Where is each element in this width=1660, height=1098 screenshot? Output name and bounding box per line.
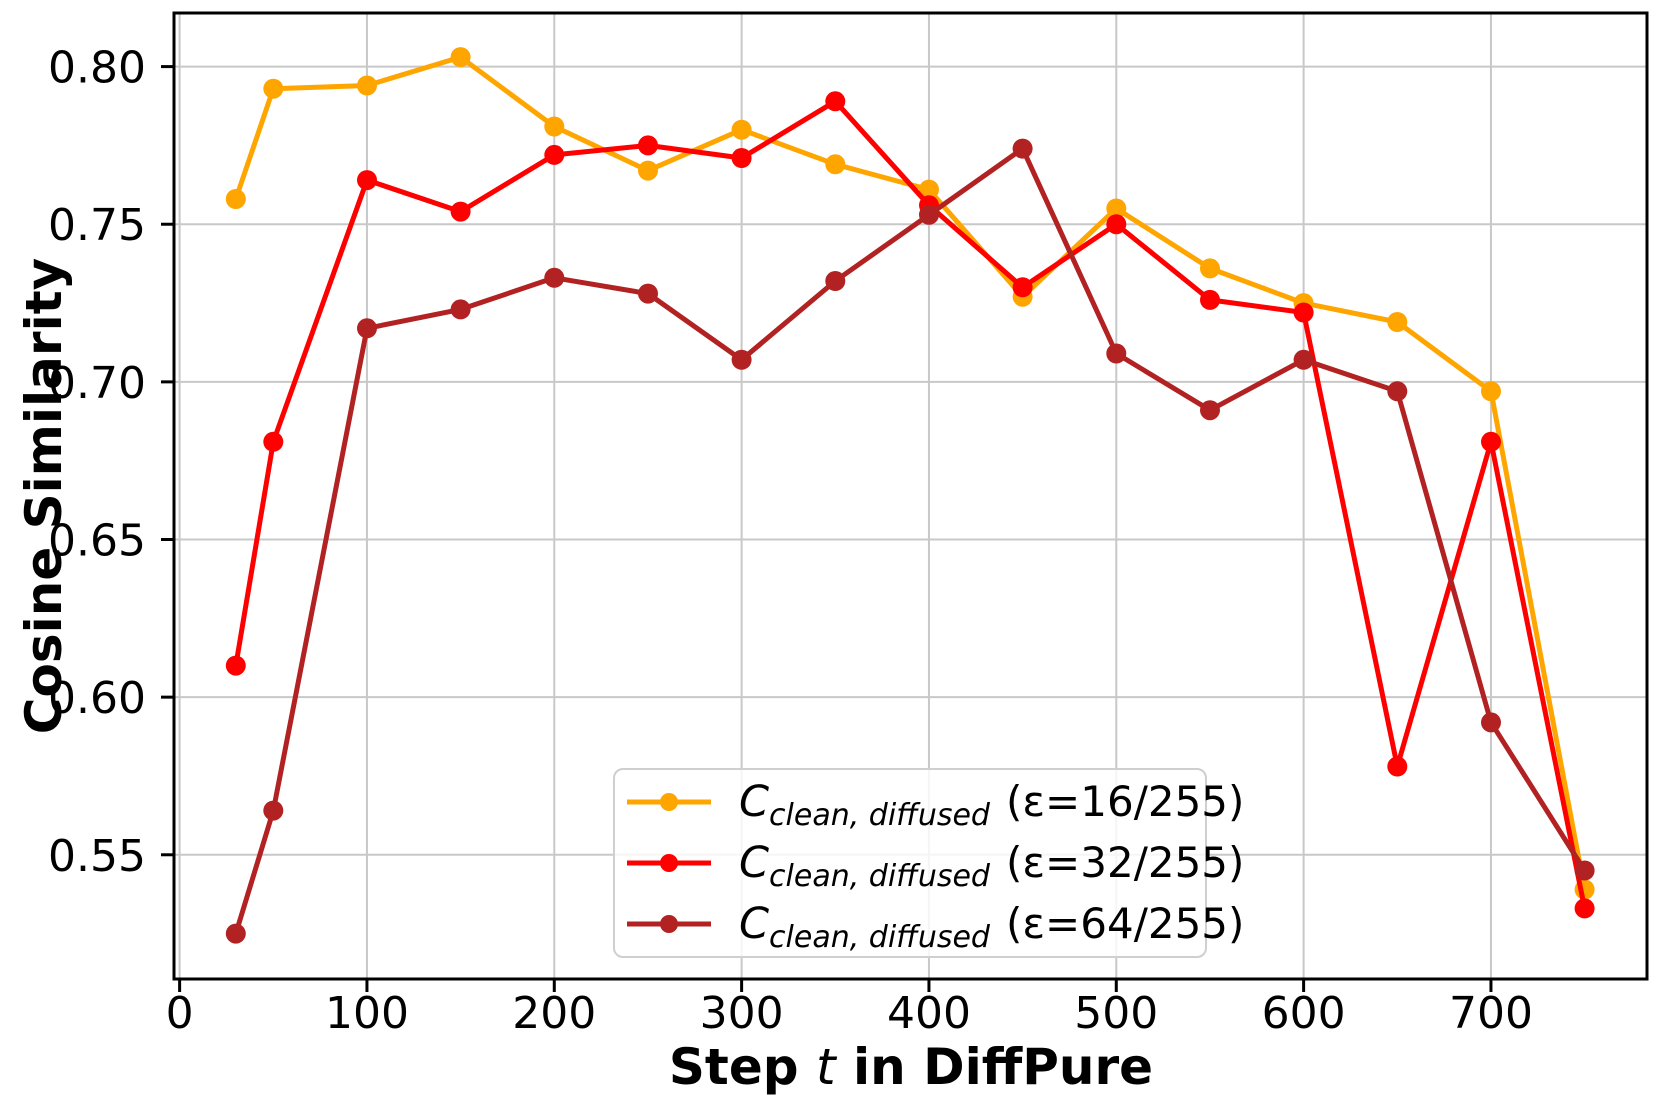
legend-label-epsilon: (ε=64/255) [1005, 898, 1245, 948]
x-tick-label: 200 [512, 988, 596, 1039]
x-axis-label: Step t in DiffPure [669, 1038, 1153, 1096]
legend-label-symbol: C [739, 837, 770, 888]
legend-label-symbol: C [739, 898, 770, 949]
legend-label: Cclean, diffused (ε=16/255) [739, 780, 1244, 830]
series-eps----64-255- [225, 138, 1595, 944]
data-point-marker [357, 170, 377, 191]
data-point-marker [731, 349, 752, 370]
legend-item: Cclean, diffused (ε=64/255) [625, 894, 1244, 955]
data-point-marker [1574, 860, 1595, 881]
data-point-marker [638, 160, 658, 181]
data-point-marker [263, 431, 284, 452]
data-point-marker [825, 91, 846, 112]
legend-label-subscript: clean, diffused [769, 858, 990, 894]
legend-label-subscript: clean, diffused [769, 919, 990, 955]
data-point-marker [225, 923, 246, 944]
data-point-marker [450, 299, 471, 320]
legend-label-epsilon: (ε=32/255) [1005, 837, 1245, 887]
data-point-marker [1106, 214, 1127, 235]
data-point-marker [1387, 756, 1408, 777]
data-point-marker [544, 267, 565, 288]
series-line [233, 98, 1588, 911]
x-tick-label: 0 [166, 988, 194, 1039]
x-tick-label: 300 [700, 988, 784, 1039]
series-eps----32-255- [225, 91, 1595, 919]
x-tick-label: 100 [325, 988, 409, 1039]
y-tick-label: 0.80 [48, 43, 146, 94]
y-tick-label: 0.65 [48, 516, 146, 567]
data-point-marker [1481, 431, 1501, 452]
data-point-marker [1574, 898, 1595, 919]
x-axis-label-part: Step [668, 1038, 816, 1096]
legend-label-epsilon: (ε=16/255) [1005, 776, 1245, 826]
data-point-marker [731, 148, 752, 168]
legend-line-marker-icon [627, 915, 711, 933]
data-point-marker [357, 75, 377, 96]
data-point-marker [225, 189, 246, 209]
series-line [233, 146, 1588, 937]
data-point-marker [638, 283, 658, 304]
data-point-marker [450, 201, 471, 222]
legend-label-symbol: C [739, 776, 770, 827]
legend-label-subscript: clean, diffused [769, 797, 990, 833]
data-point-marker [1106, 198, 1127, 219]
x-axis-label-step-variable: t [815, 1038, 836, 1096]
data-point-marker [450, 47, 471, 68]
data-point-marker [1012, 277, 1033, 298]
data-point-marker [1387, 381, 1408, 402]
data-point-marker [1106, 343, 1127, 364]
data-point-marker [263, 800, 284, 821]
data-point-marker [919, 204, 939, 225]
data-point-marker [1481, 381, 1501, 402]
data-point-marker [1293, 349, 1314, 370]
y-axis-label: Cosine Similarity [15, 257, 73, 735]
legend-label: Cclean, diffused (ε=64/255) [739, 902, 1244, 952]
data-point-marker [825, 154, 846, 175]
legend-label: Cclean, diffused (ε=32/255) [739, 841, 1244, 891]
data-point-marker [544, 116, 565, 137]
legend-line-marker-icon [627, 793, 711, 811]
legend-item: Cclean, diffused (ε=16/255) [625, 772, 1244, 833]
data-point-marker [1200, 400, 1220, 421]
y-tick-label: 0.55 [48, 831, 146, 882]
series-line [233, 54, 1588, 892]
series-eps----16-255- [225, 47, 1595, 900]
data-point-marker [1481, 712, 1501, 733]
legend-item: Cclean, diffused (ε=32/255) [625, 833, 1244, 894]
data-point-marker [1293, 302, 1314, 323]
data-point-marker [1200, 258, 1220, 279]
data-point-marker [357, 318, 377, 339]
data-point-marker [1387, 312, 1408, 332]
x-axis-label-part: in DiffPure [835, 1038, 1154, 1096]
data-point-marker [225, 655, 246, 676]
data-point-marker [1200, 289, 1220, 310]
legend: Cclean, diffused (ε=16/255) Cclean, diffu… [613, 768, 1244, 958]
x-tick-label: 700 [1449, 988, 1533, 1039]
data-point-marker [919, 179, 939, 200]
legend-line-marker-icon [627, 854, 711, 872]
data-point-marker [263, 78, 284, 99]
axes-frame [172, 11, 1649, 981]
data-point-marker [825, 271, 846, 291]
y-tick-label: 0.75 [48, 200, 146, 251]
y-tick-label: 0.60 [48, 673, 146, 724]
x-tick-label: 500 [1074, 988, 1158, 1039]
data-point-marker [638, 135, 658, 156]
x-tick-label: 600 [1262, 988, 1346, 1039]
data-point-marker [544, 144, 565, 165]
x-tick-label: 400 [887, 988, 971, 1039]
data-point-marker [731, 119, 752, 140]
y-tick-label: 0.70 [48, 358, 146, 409]
data-point-marker [1012, 138, 1033, 159]
